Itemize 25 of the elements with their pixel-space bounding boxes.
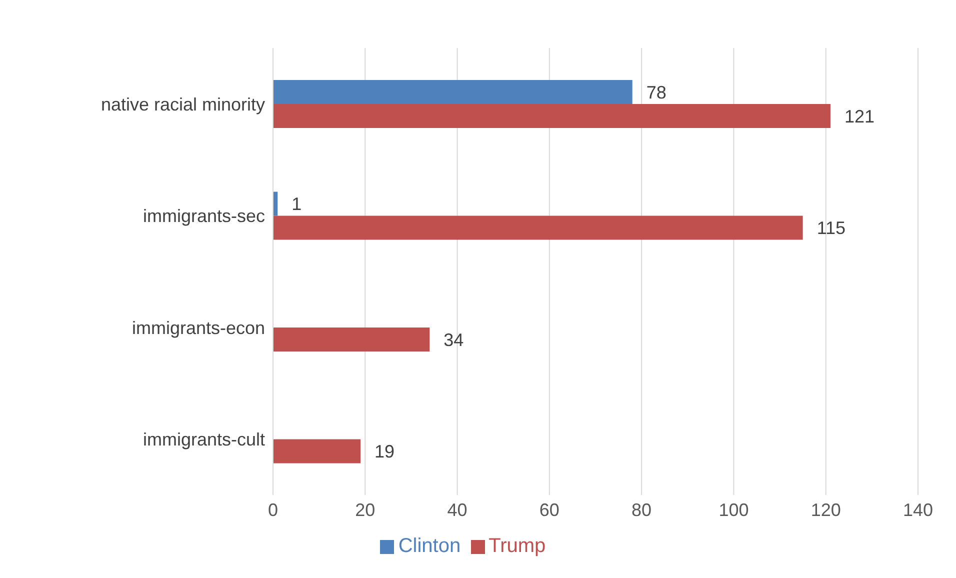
data-label: 121 xyxy=(844,106,875,126)
x-tick-label: 60 xyxy=(539,500,560,520)
data-label: 115 xyxy=(816,218,846,238)
x-tick-label: 120 xyxy=(810,500,841,520)
y-tick-label: native racial minority xyxy=(100,94,265,114)
y-tick-label: immigrants-cult xyxy=(142,430,265,450)
legend-label: Trump xyxy=(488,535,546,557)
bar xyxy=(273,439,361,464)
bar xyxy=(273,328,430,352)
x-tick-label: 40 xyxy=(447,500,468,520)
x-tick-label: 140 xyxy=(902,500,934,520)
bar xyxy=(273,80,632,104)
x-tick-label: 80 xyxy=(632,500,652,520)
data-label: 1 xyxy=(292,194,302,214)
x-tick-label: 100 xyxy=(718,500,749,520)
data-label: 19 xyxy=(374,442,395,462)
data-label: 34 xyxy=(444,330,464,350)
data-label: 78 xyxy=(646,82,666,102)
y-tick-label: immigrants-sec xyxy=(142,206,265,226)
bar xyxy=(273,104,830,128)
legend-label: Clinton xyxy=(398,535,461,557)
x-tick-label: 20 xyxy=(355,500,376,520)
x-tick-label: 0 xyxy=(268,500,278,520)
y-tick-label: immigrants-econ xyxy=(132,318,265,338)
bar xyxy=(273,216,803,240)
